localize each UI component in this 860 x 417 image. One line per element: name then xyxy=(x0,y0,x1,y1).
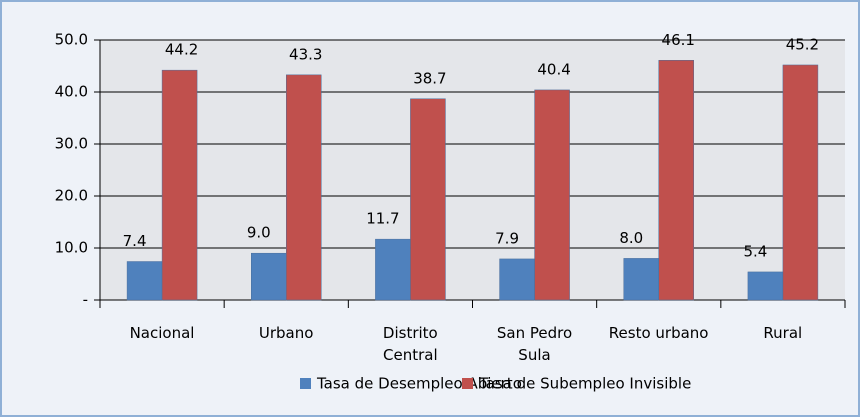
value-label: 44.2 xyxy=(165,41,198,59)
bar xyxy=(375,238,411,301)
value-label: 9.0 xyxy=(247,224,271,242)
bar xyxy=(747,271,784,301)
value-label: 46.1 xyxy=(662,31,695,49)
value-label: 5.4 xyxy=(743,242,767,260)
bar xyxy=(251,252,287,301)
value-label: 40.4 xyxy=(537,60,570,78)
y-tick-label: 20.0 xyxy=(55,187,88,205)
value-label: 43.3 xyxy=(289,45,322,63)
value-label: 38.7 xyxy=(413,69,446,87)
x-tick-label: Urbano xyxy=(258,324,314,342)
bar xyxy=(161,69,198,301)
legend-swatch xyxy=(462,378,473,389)
x-tick-label: San Pedro Sula xyxy=(496,324,573,364)
bar xyxy=(286,74,322,301)
y-tick-label: 30.0 xyxy=(55,135,88,153)
value-label: 7.4 xyxy=(123,232,147,250)
value-label: 11.7 xyxy=(366,210,399,228)
value-label: 8.0 xyxy=(619,229,643,247)
value-label: 45.2 xyxy=(786,35,819,53)
bar xyxy=(782,64,819,301)
x-tick-label: Rural xyxy=(763,324,803,342)
bar xyxy=(534,89,570,301)
bar xyxy=(499,258,535,301)
x-tick-label: Resto urbano xyxy=(608,324,709,342)
value-label: 7.9 xyxy=(495,229,519,247)
y-tick-label: 10.0 xyxy=(55,239,88,257)
y-tick-label: 50.0 xyxy=(55,31,88,49)
x-tick-label: Distrito Central xyxy=(382,324,438,364)
bar xyxy=(623,258,659,301)
y-tick-label: - xyxy=(83,291,88,309)
y-tick-label: 40.0 xyxy=(55,83,88,101)
x-tick-label: Nacional xyxy=(129,324,195,342)
bar xyxy=(126,261,163,301)
legend-label: Tasa de Subempleo Invisible xyxy=(478,375,691,393)
plot-area xyxy=(100,40,845,300)
legend-swatch xyxy=(300,378,311,389)
bar xyxy=(410,98,446,301)
bar xyxy=(658,60,694,301)
